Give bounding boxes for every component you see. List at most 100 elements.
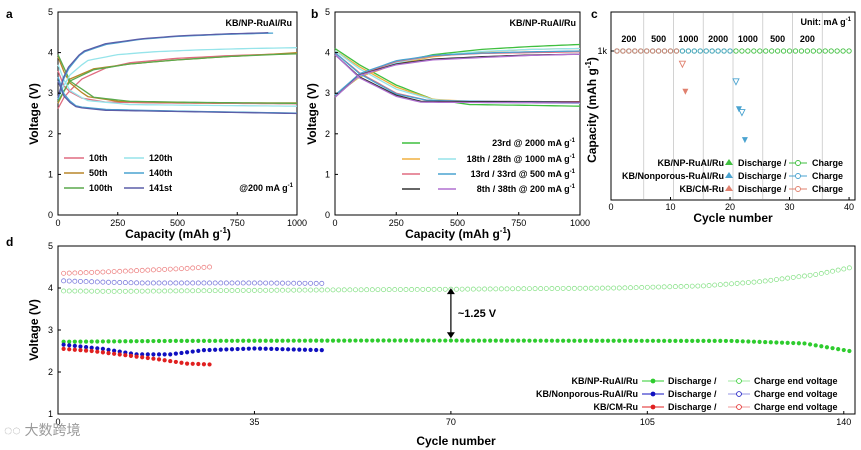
d-charge-point-0-106 (650, 284, 656, 290)
d-charge-point-0-67 (431, 286, 437, 292)
d-charge-point-0-34 (246, 287, 252, 293)
d-discharge-point-1-9 (106, 347, 111, 352)
d-charge-point-2-2 (66, 270, 72, 276)
d-charge-point-0-105 (644, 284, 650, 290)
d-charge-point-0-31 (229, 288, 235, 293)
a-ytick-label-3: 3 (48, 88, 53, 98)
d-discharge-point-2-11 (117, 352, 122, 357)
d-charge-point-0-112 (684, 283, 690, 289)
d-charge-point-0-69 (442, 286, 448, 292)
d-charge-point-0-33 (240, 287, 246, 293)
d-charge-point-2-18 (156, 267, 162, 273)
d-discharge-point-0-5 (83, 339, 89, 344)
d-discharge-point-0-22 (179, 338, 184, 343)
d-charge-point-0-64 (414, 286, 420, 292)
d-discharge-point-0-64 (415, 338, 420, 343)
d-discharge-point-0-45 (308, 338, 313, 343)
d-discharge-point-0-48 (325, 338, 330, 343)
c-point-0-21 (733, 48, 739, 54)
d-legend-charge-marker-1 (736, 391, 742, 397)
d-discharge-point-0-125 (757, 339, 762, 344)
c-legend-charge-1: Charge (812, 171, 843, 181)
d-charge-point-1-22 (179, 280, 184, 286)
d-discharge-point-1-45 (308, 347, 313, 352)
d-discharge-point-0-34 (246, 338, 251, 343)
c-legend-discharge-1: Discharge / (738, 171, 787, 181)
d-charge-point-2-6 (89, 269, 95, 275)
d-discharge-point-0-35 (252, 338, 257, 343)
d-discharge-point-1-18 (156, 352, 162, 357)
d-charge-point-0-16 (145, 288, 151, 294)
d-discharge-point-0-29 (218, 338, 223, 343)
d-discharge-point-0-47 (319, 338, 324, 343)
d-charge-point-0-50 (336, 287, 342, 293)
c-point-2-3 (626, 48, 632, 54)
panel-a-label: a (6, 7, 13, 21)
d-discharge-point-1-39 (274, 346, 279, 352)
d-charge-point-1-38 (268, 280, 274, 286)
d-charge-point-0-97 (599, 285, 605, 291)
d-discharge-point-0-112 (684, 338, 689, 343)
d-discharge-point-0-61 (398, 338, 403, 343)
d-discharge-point-0-55 (364, 338, 369, 343)
a-legend-label-2: 100th (89, 183, 113, 193)
c-legend-label-1: KB/Nonporous-RuAl/Ru (622, 171, 724, 181)
c-point-2-11 (673, 48, 680, 54)
c-legend-label-2: KB/CM-Ru (680, 184, 725, 194)
b-ytick-label-0: 0 (325, 210, 330, 220)
b-charge-6 (334, 53, 581, 98)
d-discharge-point-0-85 (532, 338, 538, 343)
d-discharge-point-0-77 (488, 338, 493, 343)
d-charge-point-0-117 (712, 282, 718, 288)
d-charge-point-0-73 (465, 286, 471, 292)
panel-d-frame (57, 245, 856, 415)
d-charge-point-0-63 (409, 287, 415, 292)
d-charge-point-0-54 (358, 287, 364, 293)
d-charge-point-1-11 (117, 280, 123, 285)
d-discharge-point-0-70 (448, 338, 453, 343)
panel-d-ylabel: Voltage (V) (27, 299, 41, 361)
d-legend-discharge-1: Discharge / (668, 389, 717, 399)
c-point-0-25 (757, 48, 763, 54)
d-discharge-point-0-12 (123, 339, 128, 344)
d-discharge-point-0-57 (375, 338, 381, 343)
a-ytick-label-0: 0 (48, 210, 53, 220)
d-discharge-point-0-130 (785, 340, 790, 345)
d-discharge-point-1-25 (196, 348, 201, 353)
b-legend-label-0: 23rd @ 2000 mA g-1 (492, 138, 575, 148)
d-discharge-point-0-62 (403, 338, 409, 343)
a-ytick-label-2: 2 (48, 129, 53, 139)
d-charge-point-1-12 (122, 280, 128, 286)
c-point-0-39 (840, 48, 846, 54)
a-discharge-3 (57, 64, 298, 107)
d-charge-point-1-8 (100, 279, 106, 285)
b-xtick-label-3: 750 (511, 218, 526, 228)
d-discharge-point-0-78 (493, 338, 498, 343)
d-legend-discharge-marker-1 (650, 391, 656, 397)
d-discharge-point-1-20 (168, 352, 173, 357)
b-ytick-label-4: 4 (325, 48, 330, 58)
d-discharge-point-0-95 (589, 338, 594, 343)
d-discharge-point-1-27 (207, 347, 212, 353)
c-legend-discharge-2: Discharge / (738, 184, 787, 194)
b-xtick-label-4: 1000 (570, 218, 590, 228)
d-charge-point-0-48 (324, 287, 330, 293)
d-discharge-point-0-20 (168, 338, 173, 344)
d-discharge-point-0-120 (729, 338, 734, 344)
d-discharge-point-0-82 (516, 338, 521, 343)
d-discharge-point-0-108 (662, 338, 667, 343)
d-discharge-point-0-37 (263, 338, 268, 343)
c-point-0-33 (804, 48, 811, 54)
d-discharge-point-0-18 (156, 338, 162, 344)
d-legend-charge-marker-0 (736, 378, 742, 384)
d-discharge-point-0-132 (796, 341, 801, 346)
d-discharge-point-0-43 (297, 338, 302, 343)
panel-b-title: KB/NP-RuAl/Ru (510, 18, 577, 28)
d-discharge-point-0-63 (409, 338, 414, 343)
panel-c-series (614, 48, 852, 144)
d-charge-point-0-18 (156, 288, 162, 294)
c-point-1-17 (709, 48, 715, 54)
d-charge-point-0-85 (532, 286, 538, 292)
d-discharge-point-0-59 (387, 338, 392, 343)
panel-a-series (57, 32, 298, 115)
